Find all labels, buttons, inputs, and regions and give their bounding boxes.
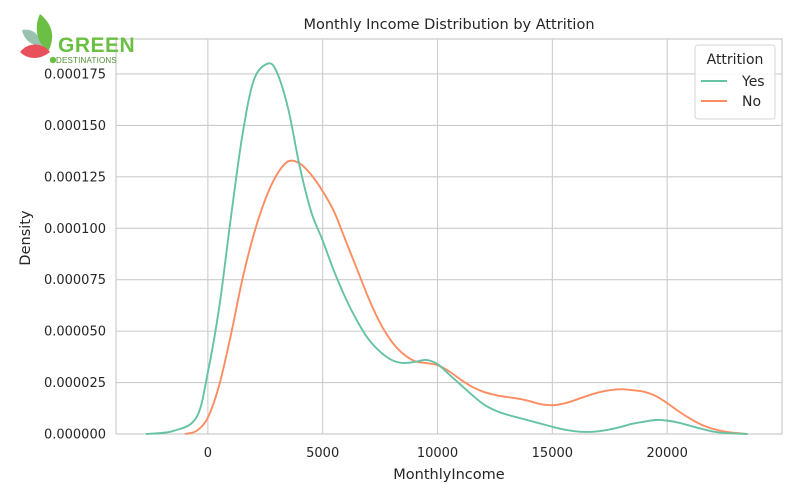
- x-tick-label: 15000: [532, 446, 573, 461]
- y-tick-label: 0.000050: [44, 325, 106, 340]
- plot-frame: [115, 38, 783, 435]
- y-tick-label: 0.000025: [44, 376, 106, 391]
- y-tick-label: 0.000000: [44, 428, 106, 443]
- chart-title: Monthly Income Distribution by Attrition: [303, 17, 594, 33]
- series: [145, 62, 748, 435]
- leaf-logo-icon: [20, 14, 57, 64]
- y-tick-label: 0.000150: [44, 119, 106, 134]
- y-tick-label: 0.000175: [44, 67, 106, 82]
- x-tick-label: 10000: [417, 446, 458, 461]
- series-line-no: [184, 159, 748, 435]
- x-tick-label: 20000: [646, 446, 687, 461]
- logo-word: GREEN: [58, 34, 136, 57]
- legend-label-yes: Yes: [741, 74, 765, 90]
- legend: Attrition Yes No: [694, 44, 776, 120]
- legend-label-no: No: [742, 94, 761, 110]
- x-tick-label: 0: [204, 446, 212, 461]
- green-destinations-logo: GREEN DESTINATIONS: [18, 12, 135, 68]
- series-line-yes: [145, 62, 748, 435]
- x-tick-label: 5000: [306, 446, 339, 461]
- axes: 0 5000 10000 15000 20000 0.000000 0.000025 0.00…: [44, 38, 783, 461]
- logo-subtitle: DESTINATIONS: [56, 56, 117, 65]
- y-axis-label: Density: [18, 210, 34, 266]
- y-tick-label: 0.000075: [44, 273, 106, 288]
- x-axis-label: MonthlyIncome: [393, 467, 504, 483]
- y-tick-label: 0.000100: [44, 222, 106, 237]
- legend-title: Attrition: [707, 52, 764, 68]
- y-tick-label: 0.000125: [44, 170, 106, 185]
